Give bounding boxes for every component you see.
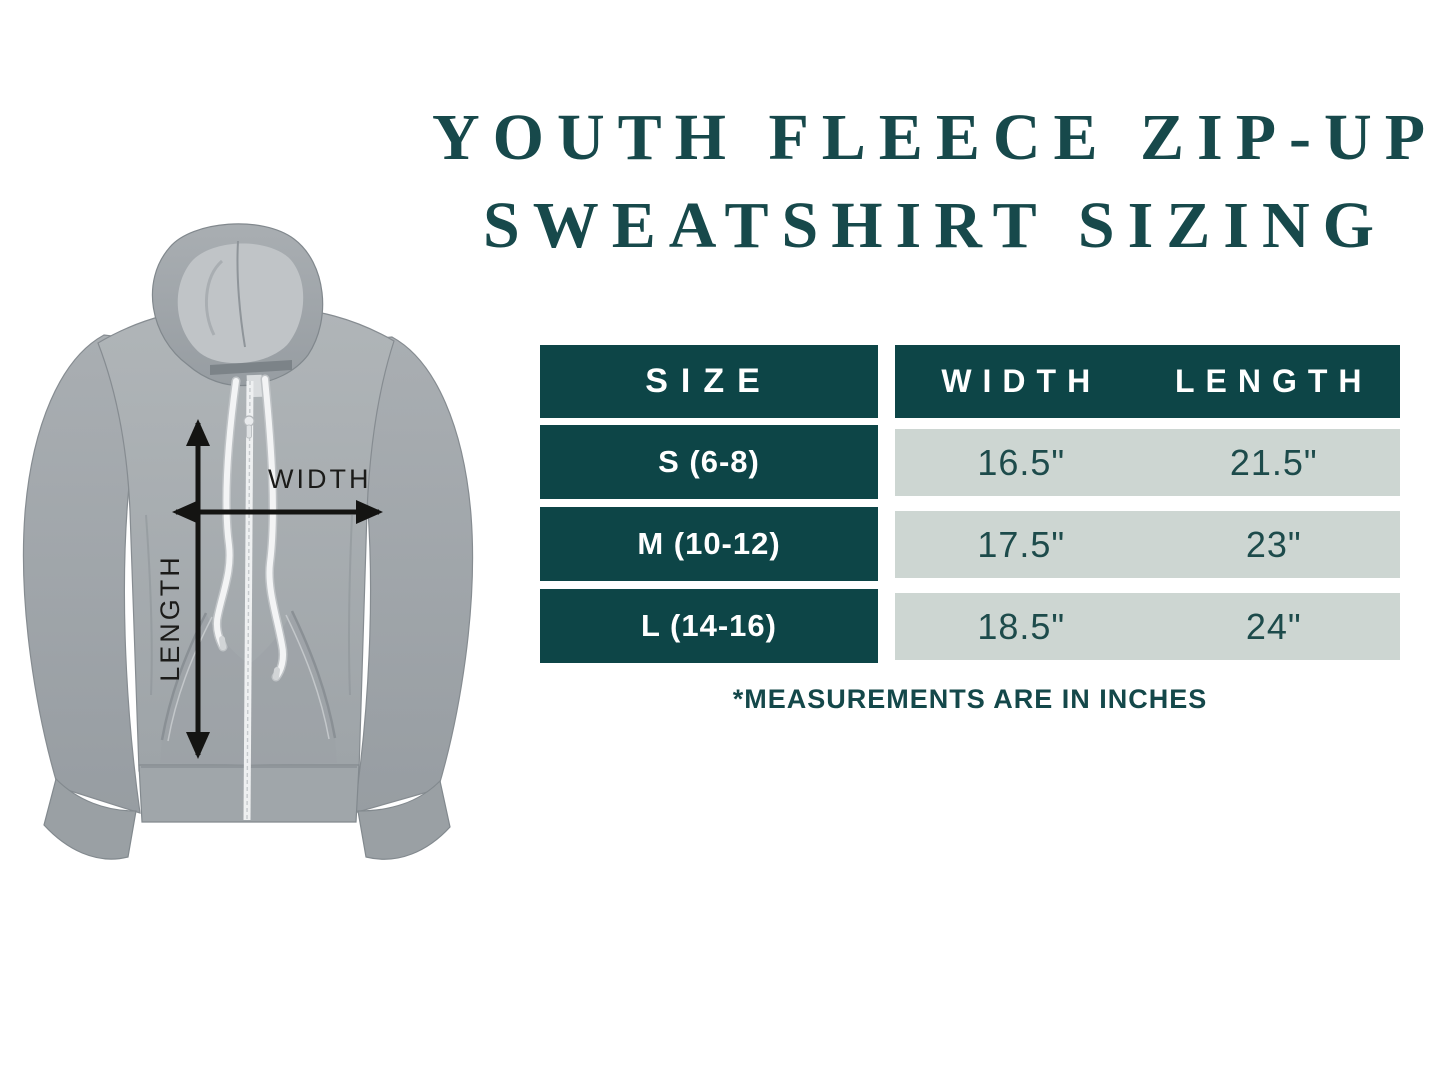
table-header-width: WIDTH [941,363,1102,399]
page-title: YOUTH FLEECE ZIP-UP SWEATSHIRT SIZING [430,94,1440,270]
length-dimension-label: LENGTH [155,554,185,682]
table-row-size-m: M (10-12) [540,507,878,581]
value-length-m: 23" [1245,523,1302,565]
hoodie-diagram [0,215,560,875]
hoodie-illustration [22,223,474,860]
hoodie-right-cuff [357,779,451,860]
value-length-s: 21.5" [1229,441,1318,483]
hoodie-drawstring-left [213,378,239,650]
hoodie-hood-lining [177,243,304,364]
page-title-line2: SWEATSHIRT SIZING [482,189,1387,262]
hoodie-left-cuff [43,777,137,860]
table-header-length: LENGTH [1174,363,1373,399]
value-width-s: 16.5" [977,441,1066,483]
table-row-size-l: L (14-16) [540,589,878,663]
table-row-values-m: 17.5" 23" [895,511,1400,578]
table-row-size-s: S (6-8) [540,425,878,499]
measurements-footnote: *MEASUREMENTS ARE IN INCHES [732,684,1208,714]
value-width-l: 18.5" [977,605,1066,647]
table-row-values-l: 18.5" 24" [895,593,1400,660]
page-title-line1: YOUTH FLEECE ZIP-UP [431,101,1439,174]
width-dimension-label: WIDTH [268,464,372,494]
table-row-values-s: 16.5" 21.5" [895,429,1400,496]
table-header-measurements: WIDTH LENGTH [895,345,1400,418]
hoodie-zipper-pull [243,415,255,427]
hoodie-drawstring-right [262,376,287,680]
hoodie-pocket-right [251,611,337,765]
hoodie-neck-tape [210,360,292,375]
table-header-size: SIZE [540,345,878,418]
value-width-m: 17.5" [977,523,1066,565]
value-length-l: 24" [1245,605,1302,647]
